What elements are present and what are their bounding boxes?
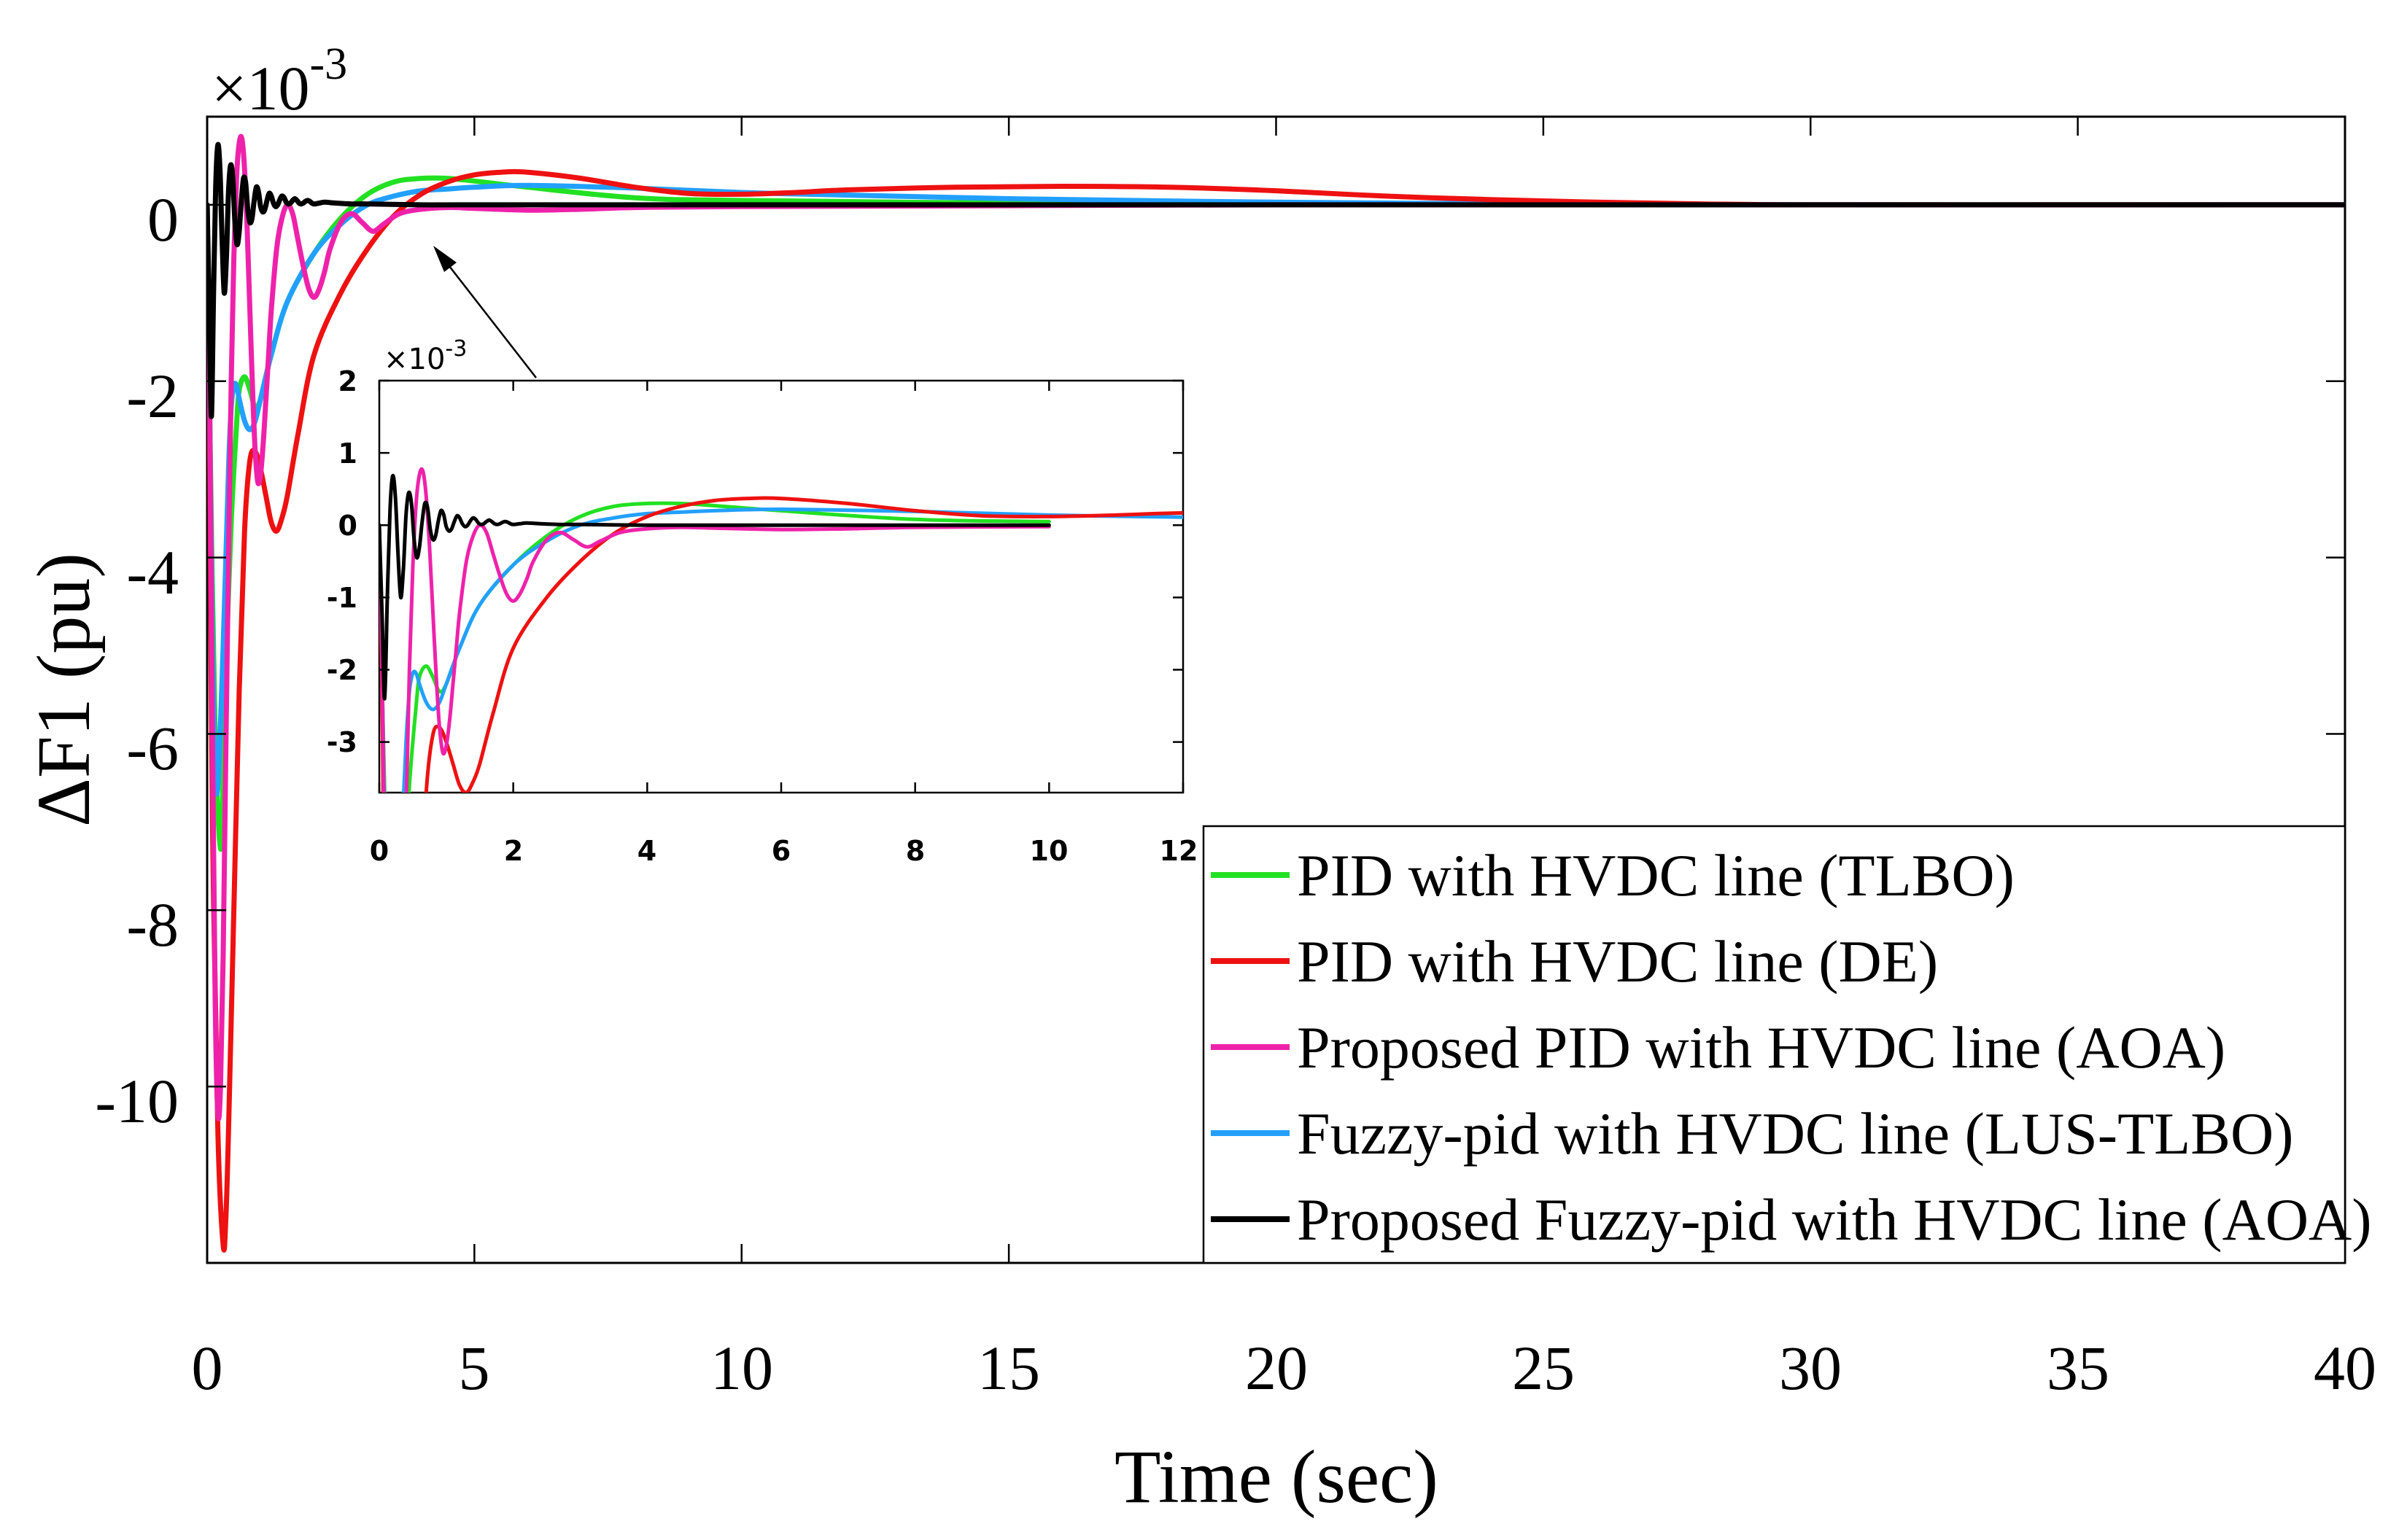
zoom-arrow-line	[438, 252, 537, 378]
main-y-tick-label: -4	[126, 537, 179, 607]
main-x-tick-label: 25	[1512, 1333, 1575, 1403]
inset-axis-ticks	[378, 379, 1185, 793]
inset-exponent-label: ×10-3	[384, 336, 467, 376]
legend-label: PID with HVDC line (TLBO)	[1297, 842, 2015, 909]
inset-x-tick-label: 4	[637, 835, 656, 867]
main-x-tick-label: 30	[1779, 1333, 1842, 1403]
series-line-1	[379, 496, 1183, 793]
x-axis-label: Time (sec)	[1115, 1435, 1438, 1519]
inset-x-tick-label: 12	[1160, 835, 1198, 867]
legend-label: Proposed Fuzzy-pid with HVDC line (AOA)	[1297, 1186, 2372, 1253]
inset-y-tick-label: 1	[338, 438, 357, 470]
inset-y-tick-label: -3	[327, 726, 357, 758]
main-exponent-power: -3	[310, 39, 348, 89]
main-y-tick-label: -2	[126, 361, 179, 431]
inset-y-tick-label: 2	[338, 365, 357, 397]
series-line-2	[379, 467, 1051, 793]
inset-exponent-base: ×10	[384, 343, 445, 376]
series-line-3	[207, 182, 2345, 797]
legend-label: PID with HVDC line (DE)	[1297, 928, 1938, 995]
series-line-1	[207, 168, 2345, 1253]
main-y-tick-label: -8	[126, 890, 179, 960]
main-x-tick-label: 35	[2047, 1333, 2109, 1403]
inset-y-tick-label: -1	[327, 582, 357, 614]
legend-label: Proposed PID with HVDC line (AOA)	[1297, 1014, 2225, 1081]
legend: PID with HVDC line (TLBO) PID with HVDC …	[1202, 825, 2372, 1264]
series-line-4	[207, 141, 2345, 419]
series-line-4	[379, 473, 1051, 701]
main-y-tick-label: 0	[147, 184, 179, 254]
y-axis-label: ΔF1 (pu)	[22, 553, 106, 827]
main-x-tick-label: 0	[192, 1333, 223, 1403]
inset-series-group	[379, 467, 1183, 793]
inset-x-tick-label: 2	[504, 835, 523, 867]
zoom-arrow-head	[433, 246, 457, 272]
inset-exponent-power: -3	[445, 336, 467, 362]
main-series-group	[207, 133, 2345, 1253]
inset-x-tick-label: 6	[772, 835, 791, 867]
main-exponent-label: ×10-3	[212, 39, 347, 123]
inset-plot-frame	[378, 379, 1185, 794]
main-exponent-base: ×10	[212, 53, 310, 123]
legend-box	[1202, 825, 2346, 1264]
inset-x-tick-label: 10	[1030, 835, 1069, 867]
main-x-tick-label: 20	[1245, 1333, 1308, 1403]
main-y-tick-label: -6	[126, 713, 179, 783]
main-y-tick-label: -10	[95, 1066, 179, 1136]
main-x-tick-label: 5	[459, 1333, 490, 1403]
inset-x-tick-label: 8	[906, 835, 925, 867]
legend-label: Fuzzy-pid with HVDC line (LUS-TLBO)	[1297, 1100, 2294, 1167]
main-x-tick-label: 40	[2314, 1333, 2376, 1403]
main-x-tick-label: 10	[710, 1333, 773, 1403]
inset-y-tick-label: -2	[327, 654, 357, 686]
main-x-tick-label: 15	[977, 1333, 1040, 1403]
inset-y-tick-label: 0	[338, 510, 357, 542]
inset-x-tick-label: 0	[370, 835, 389, 867]
